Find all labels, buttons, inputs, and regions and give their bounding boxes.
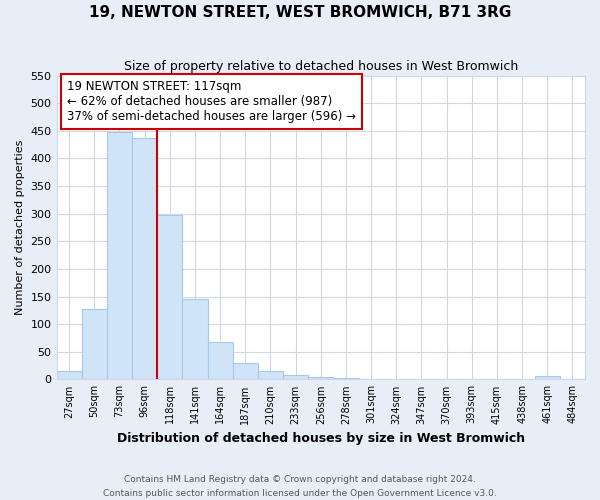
- Bar: [208, 342, 233, 380]
- Bar: [409, 379, 434, 380]
- Bar: [258, 370, 283, 380]
- Text: 19 NEWTON STREET: 117sqm
← 62% of detached houses are smaller (987)
37% of semi-: 19 NEWTON STREET: 117sqm ← 62% of detach…: [67, 80, 356, 123]
- Text: 19, NEWTON STREET, WEST BROMWICH, B71 3RG: 19, NEWTON STREET, WEST BROMWICH, B71 3R…: [89, 5, 511, 20]
- Bar: [107, 132, 132, 380]
- Bar: [535, 376, 560, 380]
- Bar: [283, 375, 308, 380]
- Bar: [359, 379, 383, 380]
- Text: Contains HM Land Registry data © Crown copyright and database right 2024.
Contai: Contains HM Land Registry data © Crown c…: [103, 476, 497, 498]
- Title: Size of property relative to detached houses in West Bromwich: Size of property relative to detached ho…: [124, 60, 518, 73]
- Bar: [82, 308, 107, 380]
- Bar: [157, 215, 182, 380]
- Bar: [233, 364, 258, 380]
- Bar: [334, 378, 359, 380]
- Y-axis label: Number of detached properties: Number of detached properties: [15, 140, 25, 315]
- Bar: [308, 376, 334, 380]
- Bar: [132, 138, 157, 380]
- Bar: [182, 300, 208, 380]
- Bar: [56, 371, 82, 380]
- X-axis label: Distribution of detached houses by size in West Bromwich: Distribution of detached houses by size …: [117, 432, 525, 445]
